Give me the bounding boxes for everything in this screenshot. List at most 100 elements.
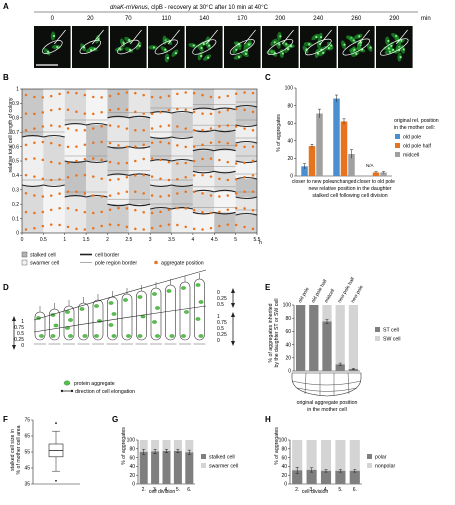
aggregate-position-dot <box>184 225 187 229</box>
cell-border <box>192 148 215 152</box>
lineage-cell-region <box>107 117 129 147</box>
y-tick-label: 0.9 <box>12 101 19 107</box>
aggregate-focus <box>287 48 290 51</box>
aggregate-position-dot <box>243 91 246 94</box>
mother-cell-column-lines <box>304 372 350 396</box>
mother-cell-zone-lines <box>291 380 362 392</box>
legend-swarmer-cell-swatch <box>201 463 206 468</box>
x-tick-label: 1 <box>63 237 66 243</box>
protein-aggregate <box>195 317 201 321</box>
aggregate-position-dot <box>66 207 70 210</box>
aggregate-position-dot <box>192 145 196 148</box>
legend-pole-label: pole region border <box>95 261 137 267</box>
aggregate-arrow <box>358 29 370 45</box>
aggregate-position-dot <box>243 207 246 210</box>
category-label: old pole <box>297 286 311 304</box>
aggregate-position-dot <box>117 162 120 165</box>
right-scale-top-label: 0 <box>217 290 220 296</box>
aggregate-focus <box>358 35 361 38</box>
cell-border <box>214 107 236 111</box>
bar <box>301 166 308 176</box>
panel-e-xlabel-1: original aggregate position <box>297 400 358 406</box>
protein-aggregate <box>39 334 44 338</box>
aggregate-position-dot <box>218 96 221 99</box>
category-label: 4. <box>164 487 168 493</box>
bar <box>308 146 316 176</box>
protein-aggregate <box>79 307 85 311</box>
x-tick-label: 4.5 <box>211 237 218 243</box>
lineage-cell-region <box>22 89 44 137</box>
y-tick-label: 0.1 <box>12 216 19 222</box>
aggregate-position-dot <box>159 111 162 114</box>
y-tick-label: 0 <box>284 482 287 488</box>
aggregate-position-dot <box>201 228 204 231</box>
right-scale-top-label: 0.25 <box>217 296 227 302</box>
aggregate-position-dot <box>58 162 61 165</box>
bar-segment-primary <box>139 451 148 484</box>
bar <box>348 154 355 176</box>
aggregate-position-dot <box>243 161 246 165</box>
y-tick-label: 20 <box>129 473 135 479</box>
bar <box>316 113 323 176</box>
lineage-cell-region <box>150 161 172 185</box>
bar-segment-secondary <box>348 305 359 371</box>
aggregate-focus <box>97 37 100 41</box>
right-scale-arrowheads <box>231 288 235 346</box>
x-tick-label: 4 <box>192 237 195 243</box>
aggregate-position-dot <box>58 178 61 181</box>
right-scale-bottom-label: 0.25 <box>217 332 227 338</box>
panel-c-ylabel: % of aggregates <box>276 114 282 152</box>
aggregate-position-dot <box>33 112 36 116</box>
cell-border <box>235 196 258 200</box>
aggregate-position-dot <box>108 124 112 127</box>
aggregate-position-dot <box>92 211 95 215</box>
aggregate-position-dot <box>192 129 196 132</box>
aggregate-focus <box>46 50 50 53</box>
legend-elongation-dot-right <box>70 389 74 393</box>
aggregate-focus <box>237 55 241 59</box>
lineage-cell-region <box>150 209 172 233</box>
aggregate-position-dot <box>134 110 137 114</box>
cell-border <box>192 170 215 174</box>
aggregate-arrow <box>282 29 294 45</box>
aggregate-position-dot <box>100 96 103 99</box>
aggregate-position-dot <box>251 174 255 177</box>
bar-segment-primary <box>292 470 303 484</box>
cell-border <box>85 160 108 164</box>
aggregate-focus <box>330 44 333 47</box>
legend-aggregate-label: aggregate position <box>161 261 204 267</box>
y-tick-label: 0 <box>132 482 135 488</box>
y-tick-label: 60 <box>287 121 293 127</box>
cell-border <box>235 176 258 180</box>
y-tick-label: 0.5 <box>12 159 19 165</box>
lineage-cell-region <box>235 197 257 215</box>
aggregate-focus <box>322 51 325 55</box>
legend-st-cell-label: ST cell <box>383 328 399 334</box>
legend-polar-swatch <box>367 454 372 459</box>
aggregate-position-dot <box>41 158 45 162</box>
aggregate-position-dot <box>75 159 78 163</box>
cell-border <box>64 122 87 126</box>
aggregate-position-dot <box>100 140 103 144</box>
panel-f-letter: F <box>3 415 8 424</box>
aggregate-position-dot <box>100 177 103 181</box>
y-tick-label: 45 <box>24 466 30 472</box>
panel-g-xlabel: cell division <box>149 489 176 495</box>
legend-sw-cell-label: SW cell <box>383 337 401 343</box>
legend-polar-label: polar <box>375 455 387 461</box>
cell-border <box>171 158 194 162</box>
aggregate-position-dot <box>209 157 213 160</box>
aggregate-position-dot <box>251 145 255 148</box>
aggregate-position-dot <box>192 208 196 212</box>
legend-old-pole-half-swatch <box>395 143 400 148</box>
cell-border <box>107 115 129 119</box>
aggregate-position-dot <box>209 95 213 99</box>
tracked-cell-outline <box>342 38 371 56</box>
lineage-cell-region <box>235 125 257 143</box>
protein-aggregate <box>65 310 70 314</box>
category-label: closer to new pole <box>292 179 333 185</box>
aggregate-position-dot <box>209 194 213 197</box>
aggregate-position-dot <box>92 95 95 99</box>
bar-segment-primary <box>295 305 306 371</box>
aggregate-position-dot <box>243 190 246 193</box>
